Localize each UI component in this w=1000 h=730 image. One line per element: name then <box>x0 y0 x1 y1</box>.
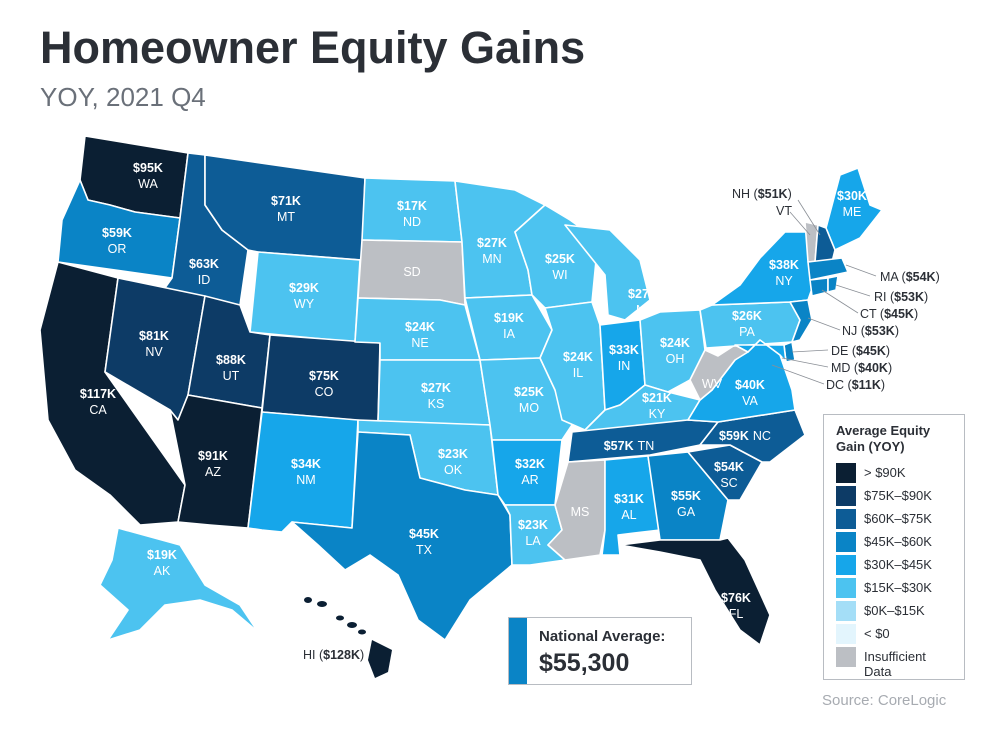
label-ks: $27K KS <box>421 381 451 411</box>
callout-hi: HI ($128K) <box>303 648 364 662</box>
callout-dc: DC ($11K) <box>826 378 885 392</box>
state-labels: $95K WA $59K OR $117K CA $63K ID $81K NV $71K… <box>80 161 867 621</box>
label-va: $40K VA <box>735 378 765 408</box>
label-wa: $95K WA <box>133 161 163 191</box>
state-fl <box>619 537 771 646</box>
label-ut: $88K UT <box>216 353 246 383</box>
label-ky: $21K KY <box>642 391 672 421</box>
callout-de: DE ($45K) <box>831 344 890 358</box>
state-ny <box>711 231 816 306</box>
label-il: $24K IL <box>563 350 593 380</box>
state-ak <box>99 527 259 641</box>
label-wi: $25K WI <box>545 252 575 282</box>
callout-ma: MA ($54K) <box>880 270 940 284</box>
source-credit: Source: CoreLogic <box>822 692 947 709</box>
label-fl: $76K FL <box>721 591 751 621</box>
label-pa: $26K PA <box>732 309 762 339</box>
callout-vt: VT <box>776 204 792 218</box>
callout-nj: NJ ($53K) <box>842 324 899 338</box>
callout-ct: CT ($45K) <box>860 307 918 321</box>
label-id: $63K ID <box>189 257 219 287</box>
label-al: $31K AL <box>614 492 644 522</box>
state-hi <box>304 597 392 678</box>
label-sc: $54K SC <box>714 460 744 490</box>
label-ok: $23K OK <box>438 447 468 477</box>
label-mn: $27K MN <box>477 236 507 266</box>
state-md <box>734 339 787 363</box>
label-sd: SD <box>403 265 420 279</box>
state-ct <box>809 277 829 297</box>
label-tx: $45K TX <box>409 527 439 557</box>
label-oh: $24K OH <box>660 336 690 366</box>
label-ga: $55K GA <box>671 489 701 519</box>
label-mo: $25K MO <box>514 385 544 415</box>
national-average-box: National Average: $55,300 <box>508 617 692 685</box>
label-ny: $38K NY <box>769 258 799 288</box>
label-az: $91K AZ <box>198 449 228 479</box>
state-nm <box>247 411 359 533</box>
label-nm: $34K NM <box>291 457 321 487</box>
label-ne: $24K NE <box>405 320 435 350</box>
national-average-value: $55,300 <box>539 649 630 677</box>
label-ms: MS <box>571 505 590 519</box>
legend-title: Average Equity Gain (YOY) <box>836 423 931 454</box>
state-ri <box>827 275 839 293</box>
label-tn: $57K TN <box>604 439 655 453</box>
label-mi: $27K MI <box>628 287 658 317</box>
callout-ri: RI ($53K) <box>874 290 928 304</box>
state-mi <box>564 224 651 321</box>
label-ia: $19K IA <box>494 311 524 341</box>
label-mt: $71K MT <box>271 194 301 224</box>
legend: Average Equity Gain (YOY) > $90K $75K–$9… <box>823 414 965 680</box>
state-sc <box>687 444 763 501</box>
state-shapes <box>39 135 883 678</box>
callout-labels: NH ($51K) VT MA ($54K) RI ($53K) CT ($45… <box>303 187 940 662</box>
callout-leaders <box>771 199 877 385</box>
label-nd: $17K ND <box>397 199 427 229</box>
map-title: Homeowner Equity Gains <box>40 22 586 73</box>
label-ca: $117K CA <box>80 387 116 417</box>
label-wv: WV <box>702 377 723 391</box>
state-nj <box>789 299 813 343</box>
label-ar: $32K AR <box>515 457 545 487</box>
label-me: $30K ME <box>837 189 867 219</box>
map-subtitle: YOY, 2021 Q4 <box>40 82 206 112</box>
label-nc: $59K NC <box>719 429 771 443</box>
state-il <box>539 301 606 431</box>
label-ak: $19K AK <box>147 548 177 578</box>
label-in: $33K IN <box>609 343 639 373</box>
state-me <box>825 167 883 251</box>
state-tx <box>291 431 513 641</box>
label-co: $75K CO <box>309 369 339 399</box>
state-ga <box>647 451 729 541</box>
label-la: $23K LA <box>518 518 548 548</box>
national-average-accent <box>509 618 527 684</box>
callout-md: MD ($40K) <box>831 361 892 375</box>
label-wy: $29K WY <box>289 281 319 311</box>
callout-nh: NH ($51K) <box>732 187 792 201</box>
label-nv: $81K NV <box>139 329 169 359</box>
label-or: $59K OR <box>102 226 132 256</box>
state-ma <box>807 257 849 281</box>
national-average-label: National Average: <box>539 628 666 645</box>
